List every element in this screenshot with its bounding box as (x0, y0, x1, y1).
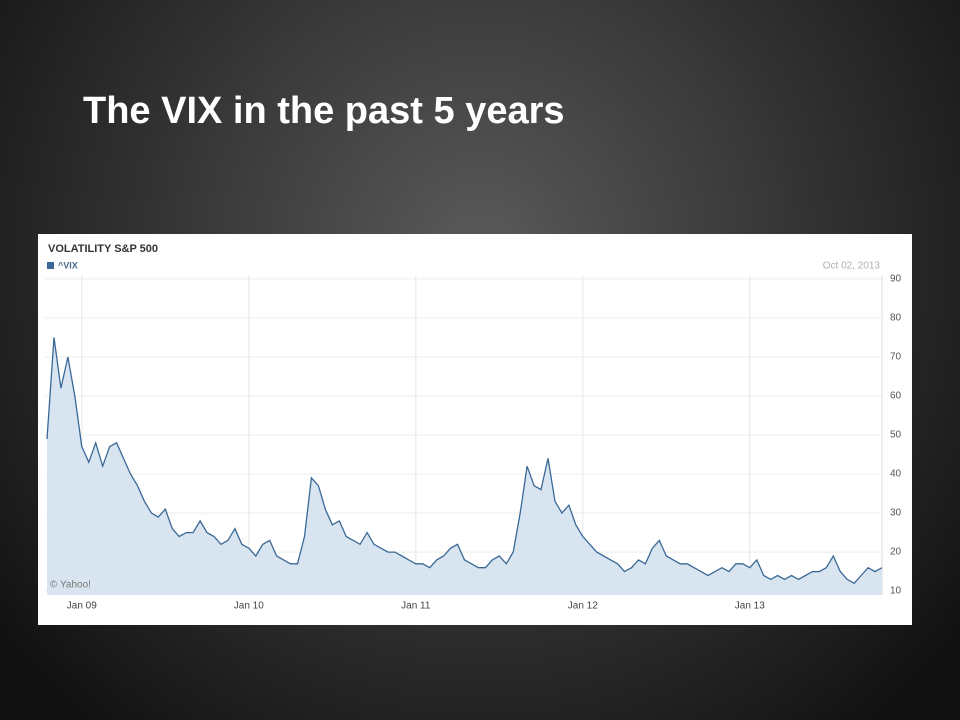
y-tick-label: 70 (890, 352, 902, 363)
y-tick-label: 90 (890, 274, 902, 285)
y-tick-label: 60 (890, 391, 902, 402)
y-tick-label: 20 (890, 547, 902, 558)
source-label: © Yahoo! (50, 580, 91, 591)
series-line (46, 337, 883, 585)
x-tick-label: Jan 10 (234, 601, 264, 612)
y-tick-label: 30 (890, 508, 902, 519)
y-tick-label: 50 (890, 430, 902, 441)
legend-label: ^VIX (58, 260, 78, 270)
y-tick-label: 80 (890, 313, 902, 324)
x-tick-label: Jan 12 (568, 601, 598, 612)
x-tick-label: Jan 09 (67, 601, 97, 612)
x-tick-label: Jan 11 (401, 601, 431, 612)
x-tick-label: Jan 13 (735, 601, 765, 612)
y-tick-label: 10 (890, 586, 902, 597)
date-label: Oct 02, 2013 (823, 261, 881, 272)
slide-title: The VIX in the past 5 years (83, 90, 565, 132)
area-fill (47, 337, 882, 595)
y-tick-label: 40 (890, 469, 902, 480)
chart-title: VOLATILITY S&P 500 (48, 243, 158, 255)
legend-swatch (47, 262, 54, 269)
